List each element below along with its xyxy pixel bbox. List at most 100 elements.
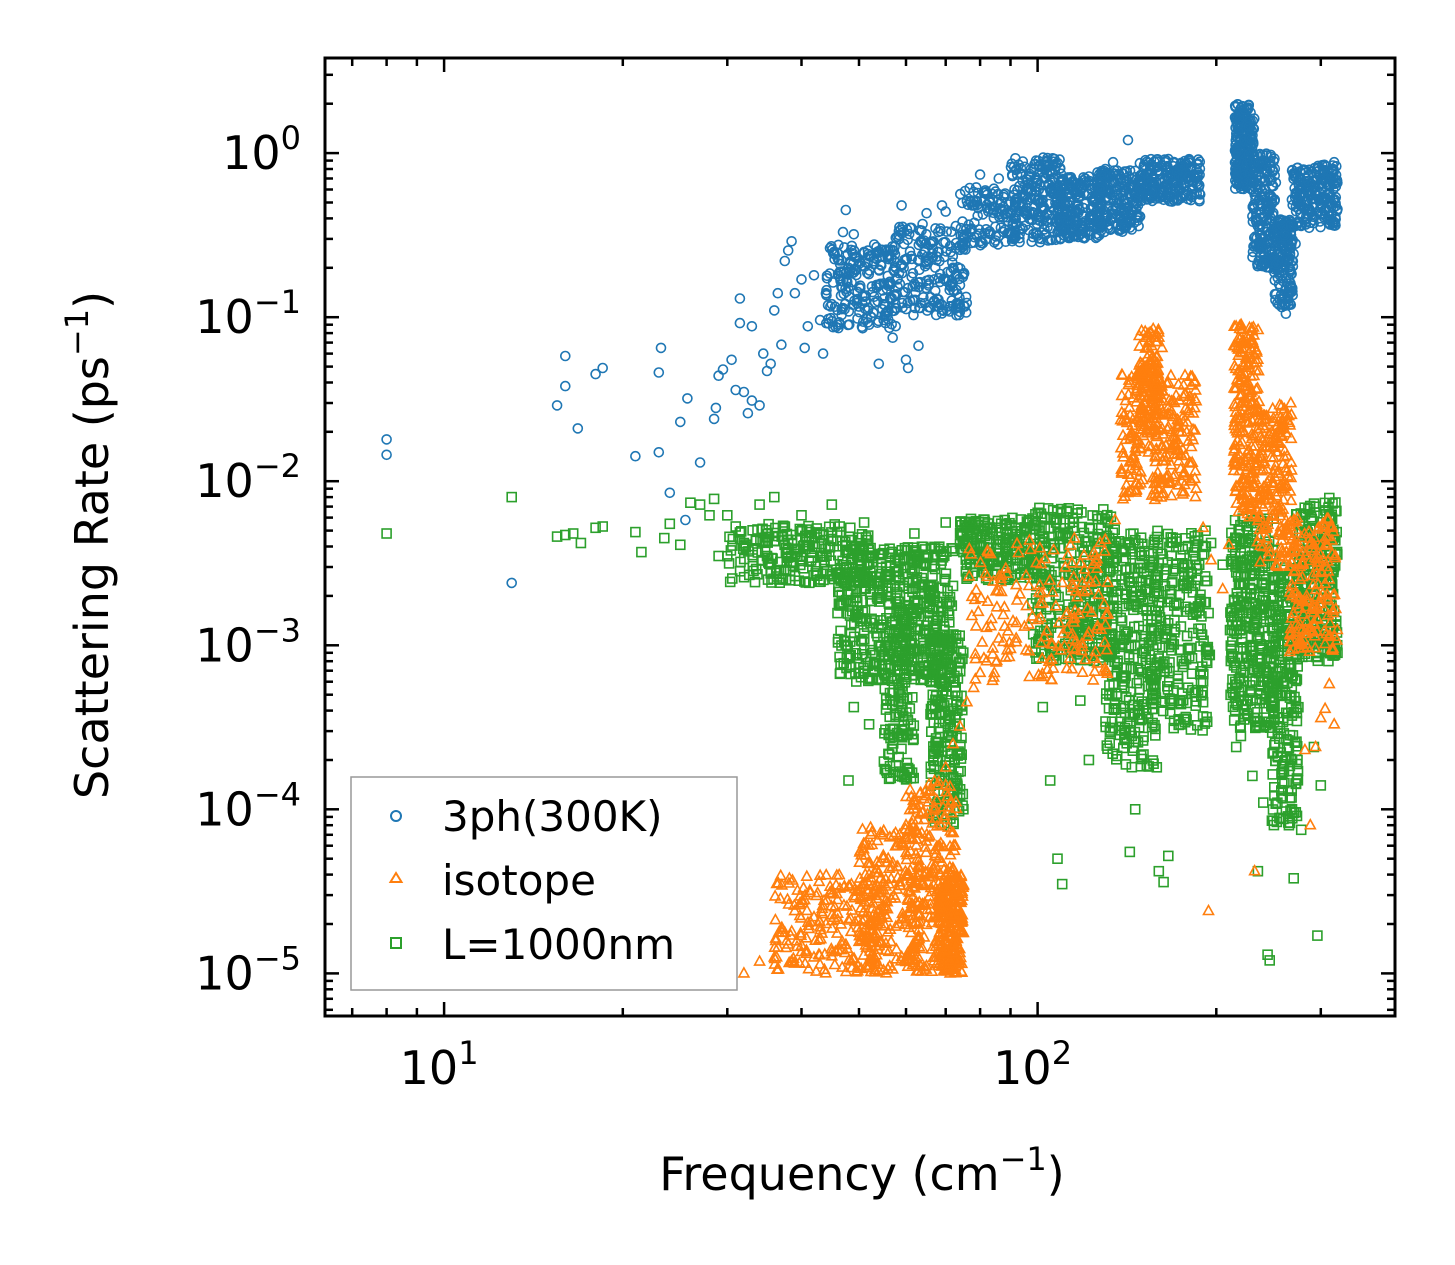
data-point-l-1000nm — [861, 621, 873, 633]
data-point-l-1000nm — [1049, 566, 1061, 578]
data-point-l-1000nm — [1201, 643, 1212, 655]
data-point-l-1000nm — [1175, 621, 1187, 632]
data-point-l-1000nm — [1109, 656, 1120, 668]
data-point-l-1000nm — [724, 576, 736, 588]
data-point-l-1000nm — [898, 552, 909, 564]
data-point-l-1000nm — [1199, 571, 1211, 582]
data-point-l-1000nm — [883, 598, 895, 610]
data-point-l-1000nm — [801, 524, 813, 535]
data-point-l-1000nm — [1101, 740, 1113, 751]
data-point-l-1000nm — [1110, 703, 1122, 715]
data-point-l-1000nm — [1118, 742, 1129, 754]
data-point-l-1000nm — [884, 711, 896, 723]
data-point-l-1000nm — [1100, 721, 1111, 733]
data-point-l-1000nm — [866, 570, 877, 582]
data-point-l-1000nm — [848, 595, 859, 607]
data-point-l-1000nm — [1193, 559, 1205, 571]
data-point-l-1000nm — [937, 605, 949, 617]
data-point-l-1000nm — [903, 603, 915, 615]
data-point-l-1000nm — [850, 676, 862, 687]
data-point-l-1000nm — [1168, 715, 1180, 727]
data-point-l-1000nm — [838, 635, 850, 647]
data-point-l-1000nm — [817, 551, 829, 563]
data-point-l-1000nm — [843, 547, 854, 559]
data-point-l-1000nm — [836, 600, 847, 611]
data-point-l-1000nm — [1161, 662, 1173, 674]
data-point-l-1000nm — [1107, 748, 1118, 760]
data-point-l-1000nm — [1059, 568, 1071, 579]
data-point-l-1000nm — [1145, 679, 1157, 691]
data-point-l-1000nm — [1126, 548, 1138, 560]
data-point-l-1000nm — [941, 686, 952, 697]
data-point-l-1000nm — [1173, 598, 1184, 610]
data-point-l-1000nm — [900, 627, 912, 639]
data-point-l-1000nm — [901, 757, 913, 769]
data-point-l-1000nm — [879, 669, 890, 681]
data-point-l-1000nm — [914, 624, 926, 636]
data-point-l-1000nm — [1153, 597, 1165, 609]
data-point-l-1000nm — [1135, 664, 1146, 676]
data-point-l-1000nm — [887, 738, 899, 749]
data-point-l-1000nm — [1135, 532, 1147, 544]
data-point-l-1000nm — [814, 576, 826, 588]
data-point-l-1000nm — [1197, 661, 1208, 672]
data-point-l-1000nm — [1162, 680, 1173, 692]
data-point-l-1000nm — [883, 749, 895, 760]
data-point-l-1000nm — [953, 766, 964, 778]
data-point-l-1000nm — [897, 711, 909, 722]
data-point-l-1000nm — [727, 533, 739, 545]
data-point-l-1000nm — [933, 543, 945, 555]
data-point-l-1000nm — [1021, 523, 1033, 534]
data-point-l-1000nm — [842, 608, 854, 619]
data-point-l-1000nm — [763, 518, 774, 530]
data-point-l-1000nm — [885, 590, 897, 602]
data-point-l-1000nm — [877, 585, 888, 596]
data-point-l-1000nm — [947, 676, 959, 688]
data-point-l-1000nm — [798, 576, 810, 587]
data-point-l-1000nm — [1112, 585, 1124, 597]
data-point-l-1000nm — [889, 615, 901, 626]
data-point-l-1000nm — [862, 530, 874, 541]
data-markers — [381, 99, 1344, 978]
data-point-l-1000nm — [1173, 697, 1185, 709]
data-point-l-1000nm — [909, 564, 920, 576]
data-point-l-1000nm — [943, 596, 955, 608]
data-point-l-1000nm — [1021, 516, 1033, 527]
data-point-l-1000nm — [1130, 534, 1141, 546]
data-point-l-1000nm — [838, 597, 849, 608]
data-point-l-1000nm — [908, 720, 920, 731]
data-point-l-1000nm — [877, 619, 888, 631]
data-point-l-1000nm — [1117, 670, 1129, 681]
data-point-l-1000nm — [1034, 502, 1045, 514]
data-point-l-1000nm — [790, 543, 801, 555]
data-point-l-1000nm — [1092, 513, 1104, 525]
data-point-l-1000nm — [1178, 713, 1190, 725]
data-point-l-1000nm — [1159, 580, 1171, 592]
data-point-l-1000nm — [1156, 548, 1168, 560]
data-point-l-1000nm — [850, 566, 862, 577]
data-point-l-1000nm — [810, 561, 822, 572]
data-point-l-1000nm — [908, 673, 920, 685]
data-point-l-1000nm — [858, 628, 870, 639]
data-point-l-1000nm — [927, 570, 938, 582]
data-point-l-1000nm — [759, 535, 770, 547]
data-point-l-1000nm — [947, 545, 959, 557]
data-point-l-1000nm — [903, 576, 915, 588]
data-point-l-1000nm — [1160, 633, 1171, 645]
data-point-l-1000nm — [750, 563, 762, 575]
data-point-l-1000nm — [1101, 688, 1112, 699]
data-point-l-1000nm — [870, 659, 882, 670]
data-point-l-1000nm — [901, 616, 912, 628]
data-point-l-1000nm — [881, 767, 893, 779]
data-point-l-1000nm — [1130, 598, 1141, 610]
data-point-l-1000nm — [1077, 621, 1089, 633]
data-point-l-1000nm — [1102, 582, 1114, 593]
data-point-l-1000nm — [943, 633, 955, 645]
data-point-l-1000nm — [1120, 538, 1131, 549]
data-point-l-1000nm — [944, 640, 956, 651]
data-point-l-1000nm — [825, 533, 837, 545]
data-point-l-1000nm — [961, 535, 973, 547]
data-point-l-1000nm — [927, 755, 939, 767]
data-point-l-1000nm — [1091, 510, 1103, 522]
data-point-l-1000nm — [957, 653, 968, 665]
